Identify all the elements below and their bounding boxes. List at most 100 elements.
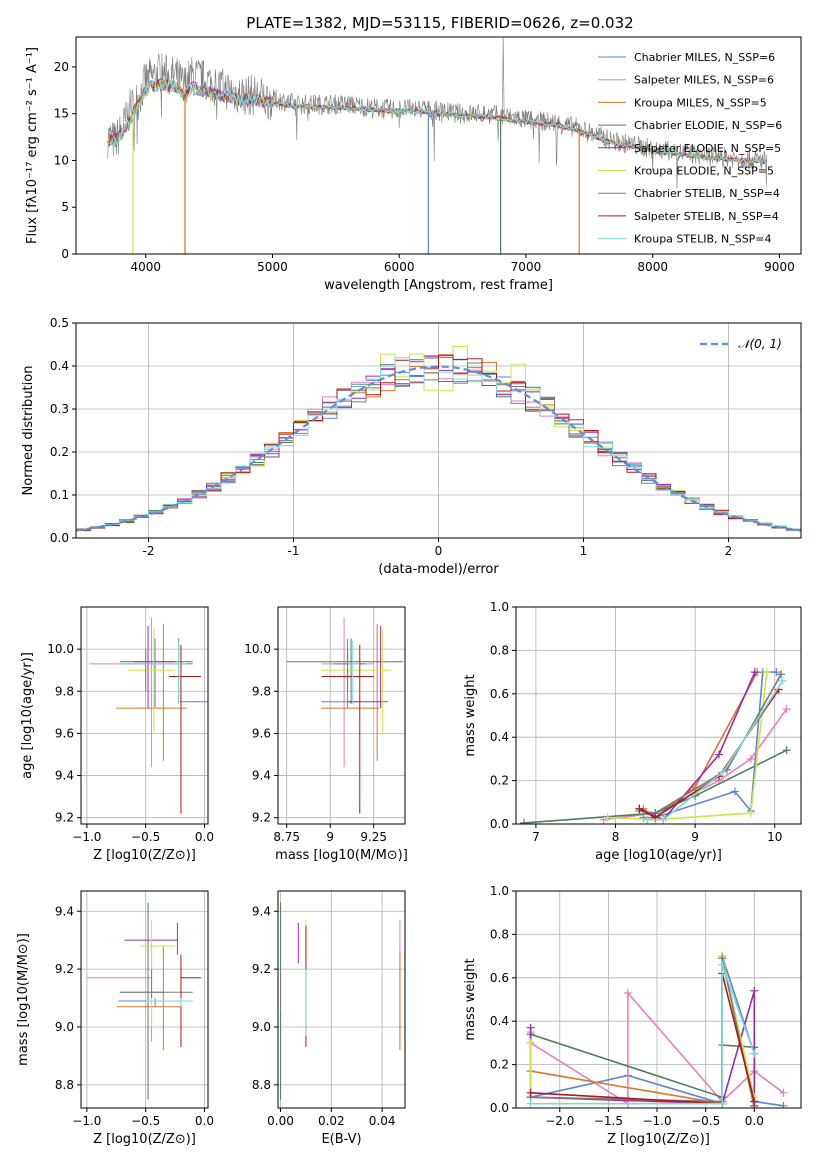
legend-label-salpeter-stelib: Salpeter STELIB, N_SSP=4 <box>634 210 779 223</box>
weight-salpeter-elodie-marker <box>526 1023 535 1032</box>
spectrum-legend: Chabrier MILES, N_SSP=6 Salpeter MILES, N… <box>598 51 782 246</box>
x-tick-label: 1 <box>580 544 588 558</box>
axes-frame <box>515 606 802 825</box>
y-tick-label: 0.6 <box>490 687 509 701</box>
y-tick-label: 9.6 <box>55 726 74 740</box>
y-tick-label: 0.5 <box>50 316 69 330</box>
y-tick-label: 9.0 <box>55 1020 74 1034</box>
weight-kroupa-stelib-line <box>530 964 756 1105</box>
weight-salpeter-stelib-line <box>530 973 756 1105</box>
weight-kroupa-elodie-marker <box>746 809 755 818</box>
weight-salpeter-stelib-marker <box>750 1097 759 1106</box>
y-axis-label: age [log10(age/yr)] <box>20 652 35 779</box>
y-axis-label: mass [log10(M/M⊙)] <box>16 933 31 1066</box>
weight-salpeter-stelib-marker <box>526 1088 535 1097</box>
y-tick-label: 10.0 <box>47 642 74 656</box>
weight-chabrier-miles-marker <box>730 787 739 796</box>
x-tick-label: 0.0 <box>195 1114 214 1128</box>
x-axis-label: Z [log10(Z/Z⊙)] <box>607 1132 710 1147</box>
weight-kroupa-stelib-line <box>647 680 784 821</box>
x-tick-label: 10 <box>767 830 782 844</box>
age-vs-mass-panel: 8.75 9 9.25 9.2 9.4 9.6 9.8 10.0 mass [log10(M/M… <box>244 606 408 863</box>
y-tick-label: 9.8 <box>252 684 271 698</box>
spectrum-panel: 4000 5000 6000 7000 8000 9000 0 5 10 15 20 waveleng… <box>25 36 802 293</box>
mass-weight-vs-metallicity-panel: −2.0 −1.5 −1.0 −0.5 0.0 0.0 0.2 0.4 0.6 0.8 1.0 Z [… <box>463 884 802 1147</box>
axes-frame <box>277 890 406 1109</box>
y-tick-label: 9.4 <box>252 904 271 918</box>
plot-area <box>519 668 791 824</box>
weight-salpeter-miles-marker <box>746 754 755 763</box>
x-tick-label: 2 <box>725 544 733 558</box>
x-tick-label: 6000 <box>384 260 415 274</box>
weight-kroupa-stelib-marker <box>718 767 727 776</box>
weight-kroupa-elodie-marker <box>603 813 612 822</box>
x-tick-label: 7000 <box>511 260 542 274</box>
plot-area <box>526 952 788 1108</box>
legend-label-salpeter-elodie: Salpeter ELODIE, N_SSP=5 <box>634 142 781 155</box>
y-tick-label: 20 <box>54 60 69 74</box>
legend-label-salpeter-miles: Salpeter MILES, N_SSP=6 <box>634 74 774 87</box>
weight-kroupa-stelib-marker <box>526 1099 535 1108</box>
plot-area <box>286 617 404 814</box>
x-tick-label: 9 <box>691 830 699 844</box>
x-tick-label: -2 <box>143 544 155 558</box>
weight-salpeter-elodie-marker <box>750 986 759 995</box>
x-axis-label: E(B-V) <box>321 1132 361 1147</box>
y-tick-label: 0.2 <box>50 445 69 459</box>
y-tick-label: 0.4 <box>50 359 69 373</box>
y-tick-label: 9.2 <box>252 811 271 825</box>
y-tick-label: 0.4 <box>490 1014 509 1028</box>
age-vs-metallicity-panel: −1.0 −0.5 0.0 9.2 9.4 9.6 9.8 10.0 Z [log10(Z/Z⊙… <box>20 606 214 863</box>
plot-area <box>107 37 768 254</box>
weight-salpeter-elodie-line <box>639 671 756 821</box>
plot-area <box>86 902 201 1100</box>
y-tick-label: 0.0 <box>50 531 69 545</box>
x-tick-label: 0.04 <box>369 1114 396 1128</box>
x-tick-label: −0.5 <box>691 1114 720 1128</box>
axes-frame <box>75 36 802 255</box>
x-tick-label: 8000 <box>637 260 668 274</box>
y-tick-label: 10.0 <box>244 642 271 656</box>
weight-kroupa-stelib-marker <box>643 815 652 824</box>
emission-spike-line <box>502 37 505 114</box>
y-tick-label: 8.8 <box>55 1078 74 1092</box>
y-axis-label: Normed distribution <box>21 366 36 496</box>
y-tick-label: 9.2 <box>252 962 271 976</box>
y-axis-label: Flux [fλ10⁻¹⁷ erg cm⁻² s⁻¹ A⁻¹] <box>25 47 40 244</box>
plot-area <box>280 902 401 1100</box>
x-tick-label: −1.5 <box>594 1114 623 1128</box>
plot-area <box>76 346 801 538</box>
weight-chabrier-stelib-marker <box>777 670 786 679</box>
axes-frame <box>80 890 209 1109</box>
legend-label-kroupa-miles: Kroupa MILES, N_SSP=5 <box>634 96 767 109</box>
weight-salpeter-elodie-line <box>529 990 756 1106</box>
legend-normal-label: 𝒩(0, 1) <box>738 337 782 351</box>
x-tick-label: 0 <box>435 544 443 558</box>
y-tick-label: 15 <box>54 107 69 121</box>
axes-frame <box>277 606 406 825</box>
weight-kroupa-stelib-marker <box>718 960 727 969</box>
weight-salpeter-elodie-marker <box>750 668 759 677</box>
legend-label-kroupa-stelib: Kroupa STELIB, N_SSP=4 <box>634 233 772 246</box>
y-tick-label: 9.4 <box>55 769 74 783</box>
weight-kroupa-stelib-marker <box>778 676 787 685</box>
y-tick-label: 9.4 <box>55 904 74 918</box>
y-tick-label: 9.2 <box>55 962 74 976</box>
plot-area <box>89 617 208 814</box>
y-tick-label: 5 <box>61 200 69 214</box>
weight-salpeter-miles-marker <box>779 1088 788 1097</box>
y-tick-label: 1.0 <box>490 600 509 614</box>
x-tick-label: 9.25 <box>360 830 387 844</box>
weight-kroupa-elodie-line <box>607 672 768 821</box>
x-tick-label: 0.00 <box>267 1114 294 1128</box>
x-tick-label: 4000 <box>130 260 161 274</box>
y-tick-label: 0.2 <box>490 774 509 788</box>
x-tick-label: 0.0 <box>745 1114 764 1128</box>
weight-chabrier-elodie-marker <box>519 818 528 824</box>
y-axis-label: mass weight <box>463 958 478 1040</box>
weight-kroupa-miles-line <box>530 955 756 1105</box>
weight-salpeter-miles-marker <box>623 988 632 997</box>
weight-kroupa-stelib-marker <box>750 1049 759 1058</box>
x-axis-label: mass [log10(M/M⊙)] <box>275 848 408 863</box>
